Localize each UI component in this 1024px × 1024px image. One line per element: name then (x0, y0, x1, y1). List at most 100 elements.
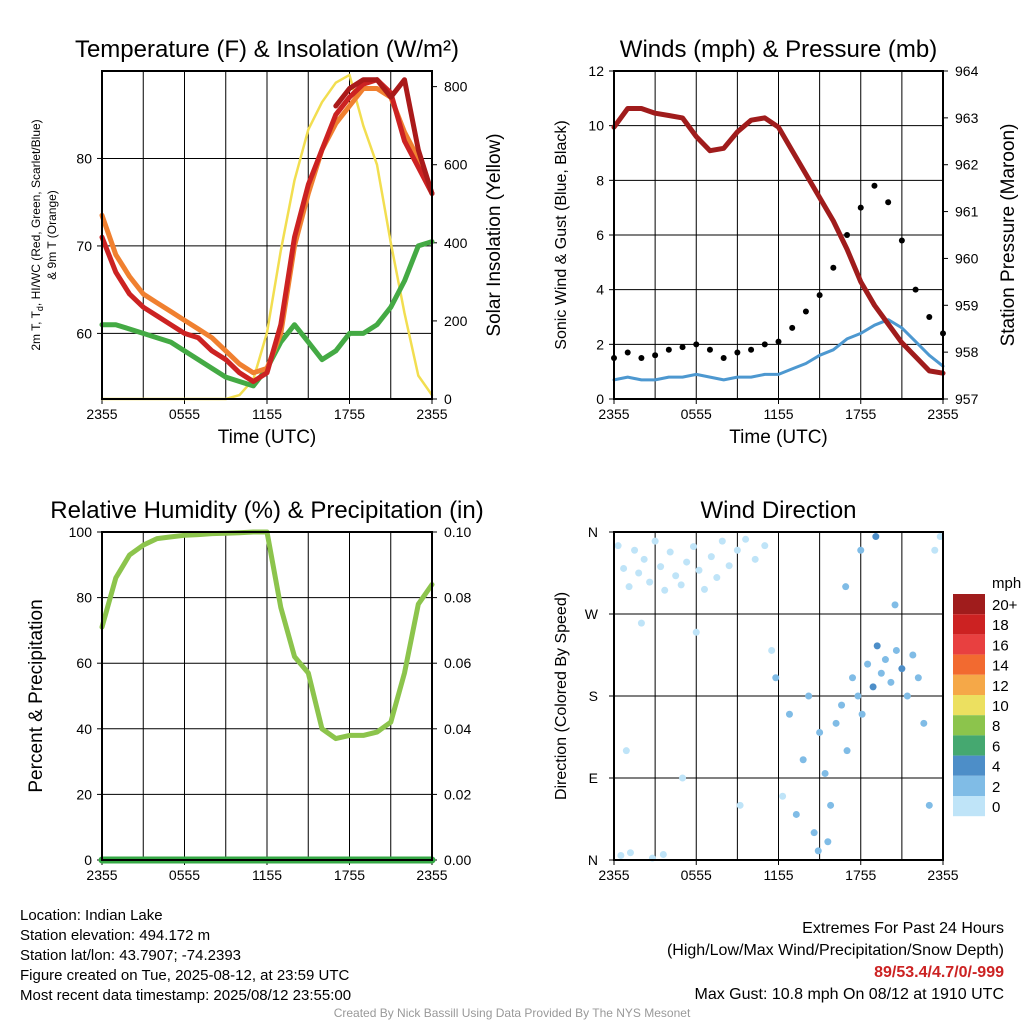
direction-point (810, 829, 818, 837)
gust-point (816, 292, 823, 299)
direction-point (892, 646, 900, 654)
direction-point (799, 756, 807, 764)
y-tick-label: 100 (69, 524, 93, 540)
legend-swatch (953, 634, 985, 655)
x-axis-label: Time (UTC) (729, 427, 828, 448)
plot-border (101, 70, 433, 400)
x-tick-label: 2355 (927, 867, 958, 883)
direction-point (869, 683, 877, 691)
legend-swatch (953, 654, 985, 675)
gust-point (706, 346, 713, 353)
x-tick-label: 1755 (334, 867, 365, 883)
direction-point (733, 546, 741, 554)
y2-tick-label: 400 (444, 235, 468, 251)
x-tick-label: 2355 (927, 406, 958, 422)
direction-point (761, 542, 769, 550)
legend-swatch (953, 735, 985, 756)
direction-point (909, 651, 917, 659)
direction-point (736, 801, 744, 809)
direction-point (854, 692, 862, 700)
direction-point (914, 674, 922, 682)
direction-point (838, 701, 846, 709)
station-latlon: Station lat/lon: 43.7907; -74.2393 (20, 947, 242, 964)
direction-point (666, 548, 674, 556)
legend-swatch (953, 695, 985, 716)
direction-point (713, 574, 721, 582)
series-wind (612, 318, 945, 382)
legend-swatch (953, 775, 985, 796)
y-tick-label: 0 (596, 391, 604, 407)
x-tick-label: 0555 (169, 867, 200, 883)
direction-point (877, 669, 885, 677)
direction-point (881, 656, 889, 664)
y2-tick-label: 200 (444, 313, 468, 329)
gust-point (857, 204, 864, 211)
direction-point (779, 792, 787, 800)
legend-swatch (953, 715, 985, 736)
direction-point (625, 583, 633, 591)
y2-tick-label: 959 (955, 297, 979, 313)
station-location: Location: Indian Lake (20, 907, 163, 924)
x-tick-label: 1755 (845, 406, 876, 422)
x-tick-label: 2355 (86, 406, 117, 422)
legend-swatch (953, 614, 985, 635)
direction-point (657, 563, 665, 571)
y-axis-label: 2m T, Td, HI/WC (Red, Green, Scarlet/Blu… (29, 119, 45, 350)
x-tick-label: 2355 (86, 867, 117, 883)
direction-point (683, 558, 691, 566)
extremes-heading: Extremes For Past 24 Hours (802, 920, 1004, 937)
direction-point (672, 572, 680, 580)
direction-point (718, 537, 726, 545)
y2-tick-label: 0.00 (444, 852, 471, 868)
legend-label: 4 (992, 759, 1000, 776)
gust-point (638, 355, 645, 361)
y-tick-label: 2 (596, 336, 604, 352)
direction-point (920, 719, 928, 727)
y2-tick-label: 962 (955, 157, 979, 173)
direction-point (842, 583, 850, 591)
gust-point (775, 338, 782, 345)
direction-point (695, 566, 703, 574)
gust-point (885, 199, 892, 206)
plot-border (101, 531, 433, 861)
direction-point (651, 537, 659, 545)
x-tick-label: 2355 (598, 867, 629, 883)
legend-label: 20+ (992, 597, 1018, 614)
direction-point (659, 851, 667, 859)
direction-point (891, 601, 899, 609)
direction-point (821, 769, 829, 777)
extremes-values: 89/53.4/4.7/0/-999 (874, 964, 1004, 981)
gust-point (679, 344, 686, 351)
y-tick-label: N (588, 852, 598, 868)
direction-point (785, 710, 793, 718)
panel-title: Temperature (F) & Insolation (W/m²) (75, 36, 459, 63)
direction-point (772, 674, 780, 682)
legend-label: 2 (992, 779, 1000, 796)
panel-title: Wind Direction (700, 497, 856, 524)
extremes-subheading: (High/Low/Max Wind/Precipitation/Snow De… (666, 942, 1004, 959)
direction-point (873, 642, 881, 650)
panel-title: Relative Humidity (%) & Precipitation (i… (50, 497, 483, 524)
speed-legend: mph 20+ 18 16 14 12 10 8 6 4 2 0 (953, 575, 1021, 817)
x-tick-label: 2355 (416, 406, 447, 422)
x-tick-label: 1155 (252, 867, 282, 883)
direction-point (887, 678, 895, 686)
gust-point (720, 355, 727, 361)
gust-point (734, 349, 741, 356)
series-pressure (611, 106, 946, 376)
y-axis-label-sub: d (35, 306, 45, 311)
x-axis-label: Time (UTC) (218, 427, 317, 448)
direction-point (816, 728, 824, 736)
direction-point (751, 555, 759, 563)
y-tick-label: 40 (76, 721, 92, 737)
direction-point (903, 692, 911, 700)
y-axis-label-part: , HI/WC (Red, Green, Scarlet/Blue) (29, 119, 43, 306)
y-axis-label: Direction (Colored By Speed) (553, 592, 570, 800)
gust-point (926, 314, 933, 320)
y-axis-label-line2: & 9m T (Orange) (45, 190, 59, 280)
direction-point (864, 660, 872, 668)
y-axis-label: Sonic Wind & Gust (Blue, Black) (553, 120, 570, 349)
direction-point (677, 581, 685, 589)
y-tick-label: 80 (76, 150, 92, 166)
